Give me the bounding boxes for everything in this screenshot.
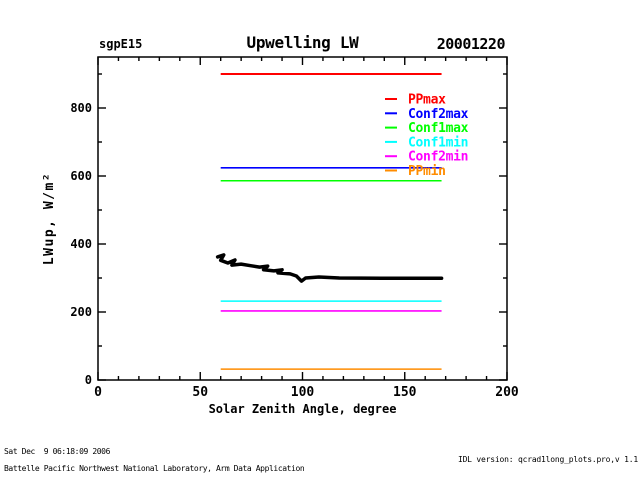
plot-title: Upwelling LW <box>246 33 359 52</box>
footer-idl-version: IDL version: qcrad1long_plots.pro,v 1.1 <box>457 454 638 464</box>
x-tick-label: 50 <box>192 385 208 400</box>
footer-version-block: IDL version: qcrad1long_plots.pro,v 1.1 … <box>398 439 638 480</box>
footer-timestamp: Sat Dec 9 06:18:09 2006 <box>4 447 110 456</box>
legend-label-ppmin: PPmin <box>408 164 446 179</box>
legend-label-conf2min: Conf2min <box>408 150 468 165</box>
x-tick-label: 150 <box>393 385 417 400</box>
legend-label-conf1min: Conf1min <box>408 135 468 150</box>
y-axis-title: LWup, W/m² <box>42 172 57 265</box>
y-tick-label: 400 <box>70 237 92 251</box>
plot-box <box>97 56 508 381</box>
x-tick-label: 0 <box>94 385 102 400</box>
y-tick-label: 0 <box>85 373 92 387</box>
y-tick-label: 800 <box>70 101 92 115</box>
plot-date: 20001220 <box>436 35 506 53</box>
site-label: sgpE15 <box>99 37 143 51</box>
data-curve-lwup <box>215 253 444 283</box>
legend-label-ppmax: PPmax <box>408 93 446 108</box>
x-tick-label: 200 <box>495 385 519 400</box>
x-axis-title: Solar Zenith Angle, degree <box>209 402 397 416</box>
y-tick-label: 200 <box>70 305 92 319</box>
x-tick-label: 100 <box>291 385 315 400</box>
legend-label-conf1max: Conf1max <box>408 121 469 136</box>
footer-organization: Battelle Pacific Northwest National Labo… <box>4 464 305 473</box>
y-tick-label: 600 <box>70 169 92 183</box>
legend-label-conf2max: Conf2max <box>408 107 469 122</box>
